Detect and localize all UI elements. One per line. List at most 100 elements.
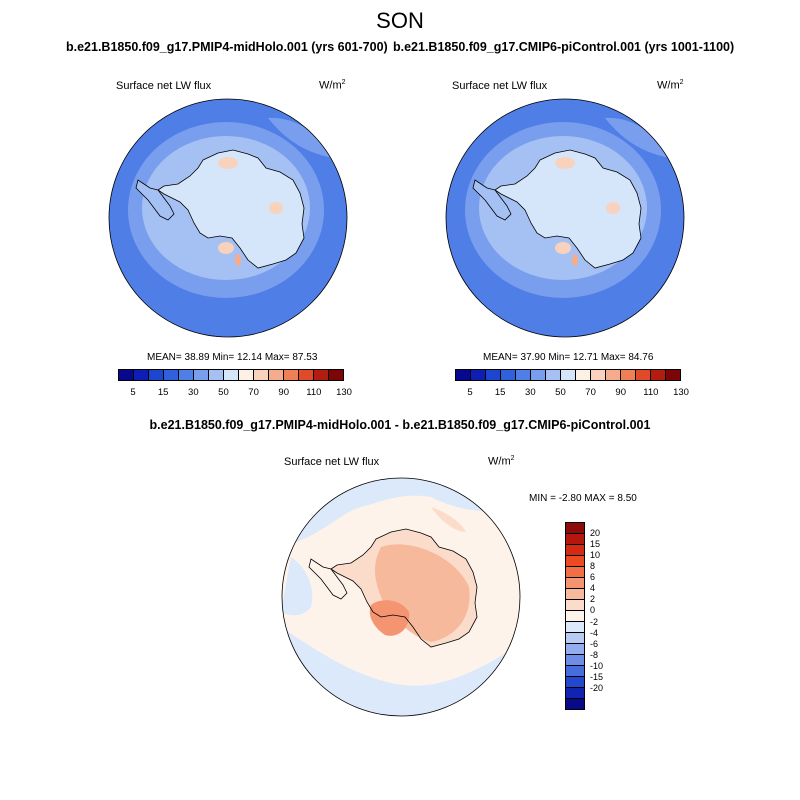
colorbar-tick-label: 2 [590, 594, 596, 605]
colorbar-tick-label: -8 [590, 649, 599, 660]
coastline [157, 149, 305, 269]
colorbar-tick-label: 15 [157, 387, 169, 398]
colorbar-swatch [209, 370, 224, 380]
colorbar-tick-label: 6 [590, 572, 596, 583]
colorbar-tick-label: -6 [590, 638, 599, 649]
colorbar-swatch [299, 370, 314, 380]
panel2-colorbar [455, 369, 681, 381]
panel2-units: W/m2 [657, 79, 684, 92]
coastline [308, 558, 348, 600]
colorbar-swatch [566, 622, 584, 633]
colorbar-tick-label: -10 [590, 660, 604, 671]
panel2-colorbar-labels: 5 15 30 50 70 90 110 130 [455, 387, 689, 399]
colorbar-swatch [314, 370, 329, 380]
panel1-colorbar-labels: 5 15 30 50 70 90 110 130 [118, 387, 352, 399]
panel1-units: W/m2 [319, 79, 346, 92]
colorbar-tick-label: -4 [590, 627, 599, 638]
colorbar-tick-label: -20 [590, 682, 604, 693]
colorbar-swatch [179, 370, 194, 380]
colorbar-swatch [486, 370, 501, 380]
colorbar-tick-label: 20 [590, 528, 601, 539]
colorbar-swatch [566, 567, 584, 578]
colorbar-swatch [621, 370, 636, 380]
map-border [108, 98, 348, 338]
colorbar-swatch [149, 370, 164, 380]
colorbar-swatch [566, 523, 584, 534]
colorbar-tick-label: 90 [615, 387, 627, 398]
colorbar-tick-label: 15 [590, 539, 601, 550]
panel3-case-title: b.e21.B1850.f09_g17.PMIP4-midHolo.001 - … [149, 418, 651, 432]
colorbar-tick-label: 130 [673, 387, 689, 398]
colorbar-swatch [566, 666, 584, 677]
colorbar-swatch [566, 655, 584, 666]
colorbar-tick-label: 4 [590, 583, 596, 594]
page-title: SON [376, 8, 424, 33]
panel2-map [445, 98, 685, 338]
land-warm-region [555, 157, 575, 169]
map-field [282, 478, 520, 716]
panel3-variable-label: Surface net LW flux [284, 456, 380, 468]
colorbar-swatch [566, 633, 584, 644]
colorbar-swatch [566, 556, 584, 567]
colorbar-swatch [501, 370, 516, 380]
colorbar-swatch [284, 370, 299, 380]
land-warm-region [555, 242, 571, 254]
ocean-mid-region [605, 117, 670, 158]
panel3-map [281, 477, 521, 717]
colorbar-tick-label: 5 [130, 387, 136, 398]
land-core-region [495, 150, 641, 268]
colorbar-swatch [561, 370, 576, 380]
colorbar-tick-label: 130 [336, 387, 352, 398]
colorbar-swatch [471, 370, 486, 380]
panel3-units: W/m2 [488, 455, 515, 468]
colorbar-swatch [194, 370, 209, 380]
colorbar-swatch [516, 370, 531, 380]
land-warm-region [218, 157, 238, 169]
colorbar-swatch [566, 688, 584, 699]
panel2-case-title: b.e21.B1850.f09_g17.CMIP6-piControl.001 … [393, 40, 735, 54]
colorbar-tick-label: 30 [188, 387, 199, 398]
colorbar-swatch [566, 578, 584, 589]
colorbar-tick-label: 8 [590, 561, 596, 572]
peninsula-region [473, 180, 511, 220]
colorbar-swatch [606, 370, 621, 380]
panel1-map [108, 98, 348, 338]
colorbar-swatch [566, 611, 584, 622]
colorbar-swatch [651, 370, 666, 380]
panel3-colorbar [565, 522, 585, 710]
map-field [109, 99, 347, 337]
panel1-stats: MEAN= 38.89 Min= 12.14 Max= 87.53 [147, 352, 318, 363]
colorbar-tick-label: 10 [590, 550, 601, 561]
colorbar-swatch [546, 370, 561, 380]
map-field [446, 99, 684, 337]
colorbar-swatch [531, 370, 546, 380]
coastline [472, 179, 512, 221]
land-warm-region [606, 202, 620, 214]
colorbar-swatch [591, 370, 606, 380]
colorbar-swatch [134, 370, 149, 380]
diff-cool-region [282, 557, 313, 616]
colorbar-tick-label: 90 [278, 387, 290, 398]
peninsula-region [136, 180, 174, 220]
colorbar-swatch [329, 370, 343, 380]
panel2-stats: MEAN= 37.90 Min= 12.71 Max= 84.76 [483, 352, 654, 363]
panel1-case-title: b.e21.B1850.f09_g17.PMIP4-midHolo.001 (y… [66, 40, 388, 54]
land-core-region [158, 150, 304, 268]
colorbar-tick-label: -2 [590, 616, 599, 627]
colorbar-swatch [119, 370, 134, 380]
colorbar-tick-label: -15 [590, 671, 604, 682]
map-border [445, 98, 685, 338]
coastline [330, 528, 478, 648]
colorbar-swatch [636, 370, 651, 380]
panel3-colorbar-labels: 20 15 10 8 6 4 2 0 -2 -4 -6 -8 -10 -15 -20 [590, 522, 620, 710]
panel1-colorbar [118, 369, 344, 381]
land-warm-region [218, 242, 234, 254]
colorbar-swatch [566, 699, 584, 709]
coastline [494, 149, 642, 269]
colorbar-swatch [576, 370, 591, 380]
diff-warm-region [431, 507, 466, 532]
panel3-stats: MIN = -2.80 MAX = 8.50 [529, 493, 637, 504]
colorbar-tick-label: 110 [306, 387, 322, 398]
colorbar-tick-label: 70 [248, 387, 259, 398]
colorbar-swatch [456, 370, 471, 380]
